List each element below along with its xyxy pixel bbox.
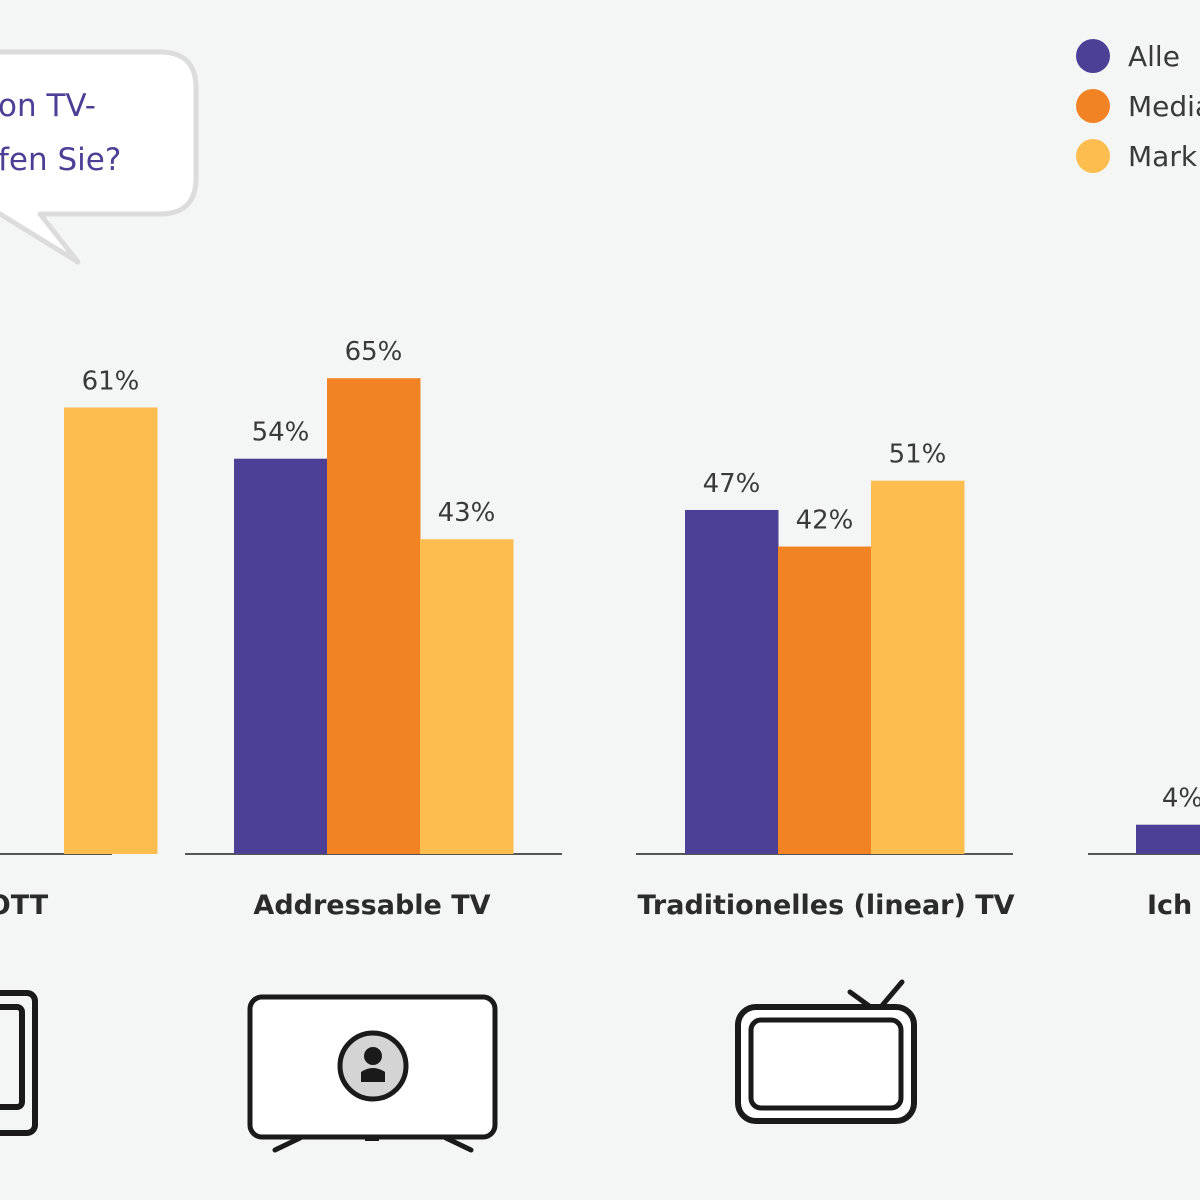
category-label-addressable: Addressable TV xyxy=(253,890,490,921)
addressable-tv-icon xyxy=(247,994,498,1153)
category-label-ich: Ich xyxy=(1147,890,1192,921)
legend-swatch-alle xyxy=(1076,39,1110,73)
question-line-2: fen Sie? xyxy=(0,142,121,178)
bar-ott-mark xyxy=(64,407,158,854)
value-label-ott-mark: 61% xyxy=(82,366,140,396)
bar-traditional-media xyxy=(778,546,872,854)
legend-swatch-mark xyxy=(1076,139,1110,173)
bar-addressable-mark xyxy=(420,539,514,854)
category-labels: OTT Addressable TV Traditionelles (linea… xyxy=(0,890,1192,921)
ott-device-icon xyxy=(0,990,38,1136)
legend-label-mark: Mark xyxy=(1128,140,1198,173)
traditional-tv-icon xyxy=(735,979,917,1124)
bar-ich-alle xyxy=(1136,824,1200,854)
bar-addressable-media xyxy=(327,378,421,854)
legend: Alle Media Mark xyxy=(1076,39,1200,173)
bars xyxy=(64,378,1200,854)
category-label-ott: OTT xyxy=(0,890,49,921)
legend-swatch-media xyxy=(1076,89,1110,123)
legend-label-alle: Alle xyxy=(1128,40,1180,73)
legend-label-media: Media xyxy=(1128,90,1200,123)
question-line-1: on TV- xyxy=(0,88,96,124)
value-label-traditional-media: 42% xyxy=(796,506,854,536)
value-label-addressable-alle: 54% xyxy=(252,418,310,448)
value-label-traditional-alle: 47% xyxy=(703,469,761,499)
bar-addressable-alle xyxy=(234,458,328,854)
bar-traditional-mark xyxy=(871,480,965,854)
value-label-addressable-media: 65% xyxy=(345,337,403,367)
value-label-ich-alle: 4% xyxy=(1162,784,1200,814)
value-labels: 61% 54% 65% 43% 47% 42% 51% 4% xyxy=(82,337,1200,814)
bar-traditional-alle xyxy=(685,509,779,854)
value-label-addressable-mark: 43% xyxy=(438,498,496,528)
value-label-traditional-mark: 51% xyxy=(889,440,947,470)
question-bubble: on TV- fen Sie? xyxy=(0,49,199,265)
category-label-traditional: Traditionelles (linear) TV xyxy=(637,890,1014,921)
